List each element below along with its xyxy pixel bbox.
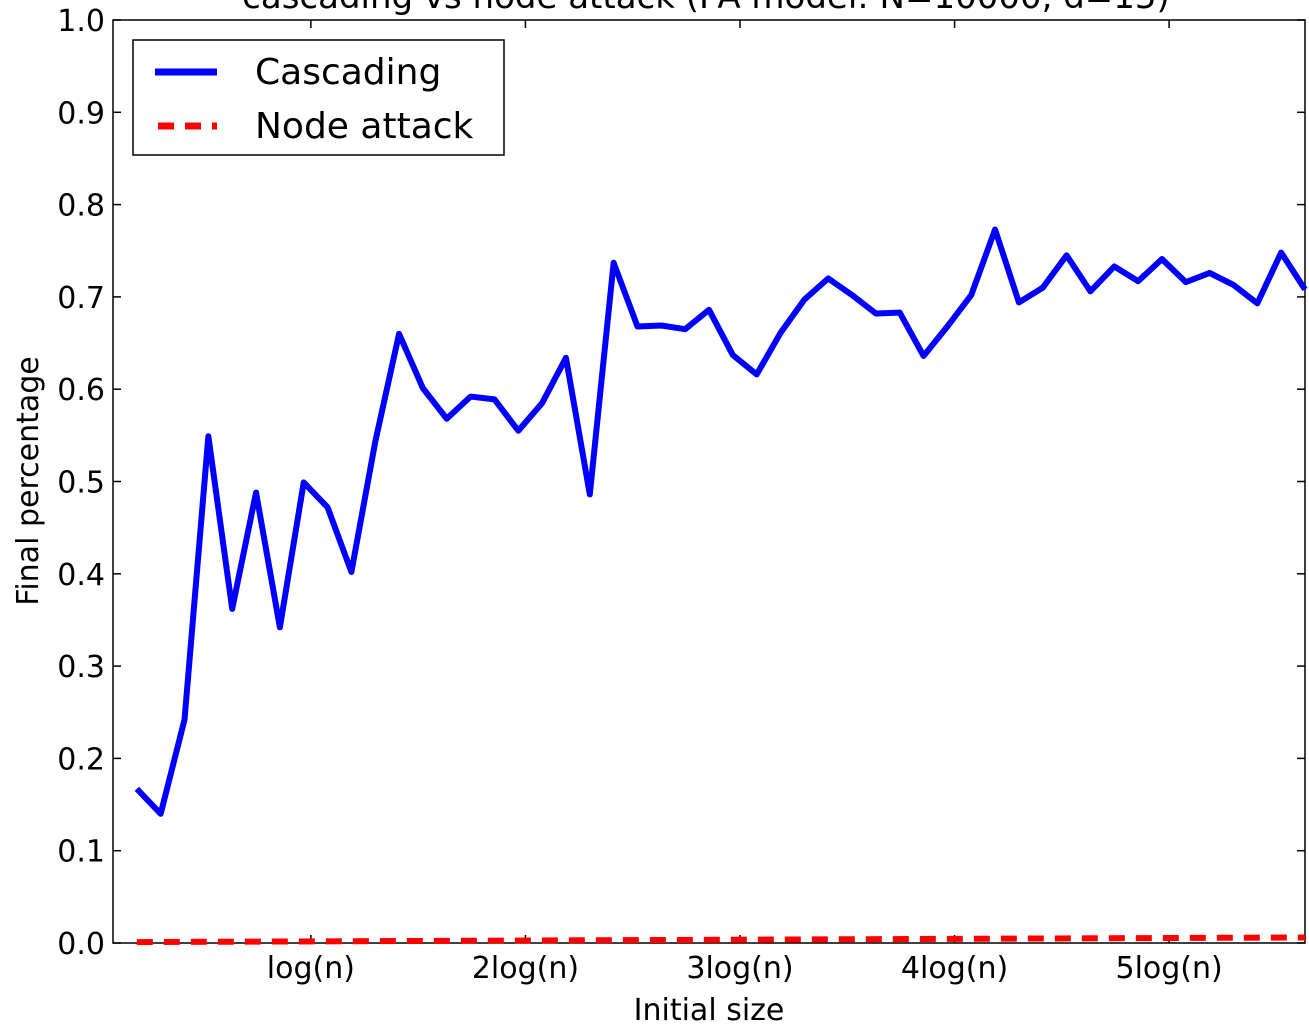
series-line-cascading	[134, 226, 1308, 817]
x-tick-label: 5log(n)	[1115, 951, 1222, 986]
x-tick-label: 2log(n)	[472, 951, 579, 986]
chart-title: cascading vs node attack (PA model: N=10…	[242, 0, 1170, 17]
series-line-node-attack	[136, 934, 1306, 946]
y-tick-label: 0.0	[57, 927, 105, 962]
x-axis-label: Initial size	[634, 993, 785, 1028]
y-tick-label: 0.1	[57, 835, 105, 870]
x-axis-ticks: log(n) 2log(n) 3log(n) 4log(n) 5log(n)	[267, 20, 1223, 986]
y-tick-label: 0.3	[57, 650, 105, 685]
series-layer	[134, 226, 1308, 946]
y-tick-label: 0.4	[57, 558, 105, 593]
y-tick-label: 0.2	[57, 742, 105, 777]
plot-frame	[112, 19, 1306, 944]
y-tick-label: 0.9	[57, 96, 105, 131]
y-tick-label: 0.6	[57, 373, 105, 408]
x-tick-label: log(n)	[267, 951, 355, 986]
y-tick-label: 0.5	[57, 466, 105, 501]
y-axis-label: Final percentage	[11, 356, 46, 605]
y-tick-label: 0.7	[57, 281, 105, 316]
y-tick-label: 0.8	[57, 189, 105, 224]
x-tick-label: 4log(n)	[901, 951, 1008, 986]
legend-label-cascading: Cascading	[255, 52, 441, 93]
legend: Cascading Node attack	[132, 39, 505, 156]
legend-box	[132, 39, 505, 156]
y-axis-ticks: 0.0 0.1 0.2 0.3 0.4 0.5 0.6 0.7 0.8 0.9 1.0	[57, 4, 1305, 962]
x-tick-label: 3log(n)	[686, 951, 793, 986]
legend-label-node-attack: Node attack	[255, 106, 474, 147]
y-tick-label: 1.0	[57, 4, 105, 39]
